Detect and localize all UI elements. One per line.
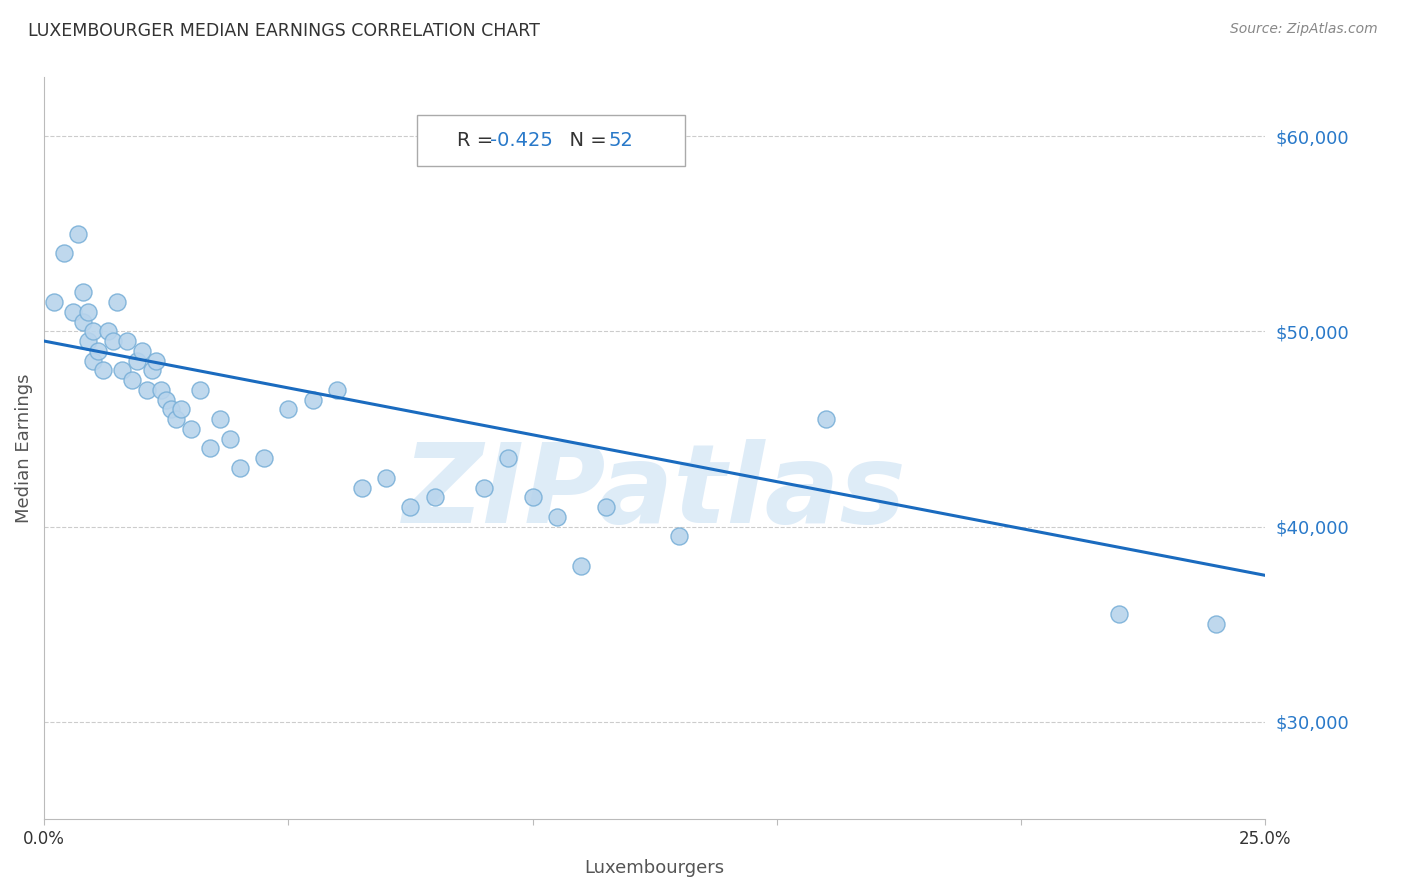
Point — [170, 402, 193, 417]
Point — [131, 343, 153, 358]
Point — [496, 451, 519, 466]
Text: N =: N = — [557, 131, 613, 150]
Point — [326, 383, 349, 397]
Point — [190, 383, 212, 397]
Text: R =: R = — [457, 131, 499, 150]
Point — [668, 529, 690, 543]
Point — [200, 442, 222, 456]
Point — [111, 363, 134, 377]
Point — [52, 246, 75, 260]
Point — [62, 305, 84, 319]
Point — [399, 500, 422, 514]
Point — [77, 305, 100, 319]
Point — [522, 490, 544, 504]
Point — [82, 324, 104, 338]
Point — [228, 461, 250, 475]
Point — [253, 451, 276, 466]
Point — [180, 422, 202, 436]
Point — [595, 500, 617, 514]
Point — [67, 227, 90, 241]
Point — [91, 363, 114, 377]
Point — [165, 412, 187, 426]
Point — [423, 490, 446, 504]
Point — [97, 324, 120, 338]
Point — [1108, 607, 1130, 622]
Point — [72, 314, 94, 328]
Point — [1205, 617, 1227, 632]
Point — [375, 471, 398, 485]
Point — [546, 509, 568, 524]
Point — [101, 334, 124, 348]
Point — [277, 402, 299, 417]
Text: Source: ZipAtlas.com: Source: ZipAtlas.com — [1230, 22, 1378, 37]
Point — [472, 481, 495, 495]
Point — [42, 295, 65, 310]
FancyBboxPatch shape — [416, 114, 685, 167]
Point — [160, 402, 183, 417]
Point — [125, 353, 148, 368]
Point — [135, 383, 157, 397]
Point — [150, 383, 173, 397]
Point — [87, 343, 110, 358]
Y-axis label: Median Earnings: Median Earnings — [15, 374, 32, 524]
Text: 52: 52 — [609, 131, 633, 150]
Point — [145, 353, 167, 368]
Point — [571, 558, 593, 573]
Point — [72, 285, 94, 300]
X-axis label: Luxembourgers: Luxembourgers — [585, 859, 724, 877]
Point — [350, 481, 373, 495]
Point — [115, 334, 138, 348]
Point — [218, 432, 240, 446]
Text: ZIPatlas: ZIPatlas — [404, 440, 907, 547]
Point — [82, 353, 104, 368]
Point — [301, 392, 323, 407]
Point — [814, 412, 837, 426]
Point — [121, 373, 143, 387]
Point — [155, 392, 177, 407]
Text: -0.425: -0.425 — [489, 131, 553, 150]
Text: LUXEMBOURGER MEDIAN EARNINGS CORRELATION CHART: LUXEMBOURGER MEDIAN EARNINGS CORRELATION… — [28, 22, 540, 40]
Point — [208, 412, 231, 426]
Point — [105, 295, 128, 310]
Point — [77, 334, 100, 348]
Point — [141, 363, 163, 377]
